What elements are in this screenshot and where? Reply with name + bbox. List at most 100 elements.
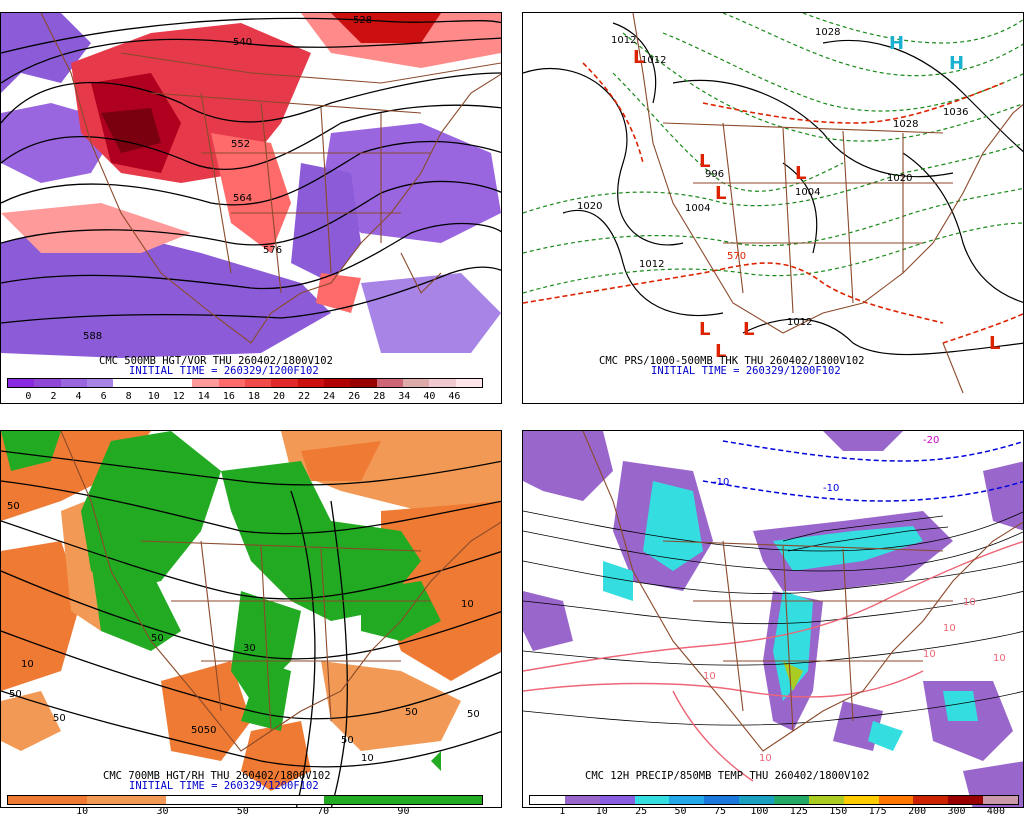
colorbar-swatch <box>739 796 775 804</box>
isobar-label-2: 1012 <box>641 55 666 66</box>
vorticity-map: 528 540 552 564 576 588 <box>1 13 501 358</box>
rh-map: 10 50 50 30 50 5050 10 50 10 50 50 50 <box>1 431 501 807</box>
colorbar-tick-label: 75 <box>713 806 727 817</box>
temp-label-1: -10 <box>713 477 729 488</box>
rh-label-1: 10 <box>21 659 34 670</box>
mslp-map: 1012 1012 1028 1036 1028 1020 1004 996 1… <box>523 13 1023 394</box>
colorbar-swatch <box>284 796 324 804</box>
colorbar-swatch <box>455 379 482 387</box>
colorbar-swatch <box>244 379 272 387</box>
contour-label-540: 540 <box>233 37 252 48</box>
temp-label-5: -10 <box>823 483 839 494</box>
low-pressure-marker: L <box>743 319 754 340</box>
colorbar-swatch <box>60 379 87 387</box>
colorbar-swatch <box>564 796 600 804</box>
isobar-label-11: 1012 <box>639 259 664 270</box>
rh-label-10: 50 <box>405 707 418 718</box>
rh-label-4: 30 <box>243 643 256 654</box>
rh-label-6: 5050 <box>191 725 216 736</box>
colorbar-swatch <box>913 796 949 804</box>
colorbar-tick-label: 10 <box>595 806 608 817</box>
panel-700mb-rh: 10 50 50 30 50 5050 10 50 10 50 50 50 CM… <box>0 430 502 808</box>
colorbar-tick-label: 25 <box>635 806 648 817</box>
temp-label-8: 10 <box>993 653 1006 664</box>
colorbar-tick-label: 12 <box>172 391 185 402</box>
colorbar-swatch <box>87 796 127 804</box>
panel-mslp-thickness: 1012 1012 1028 1036 1028 1020 1004 996 1… <box>522 12 1024 404</box>
initial-time: INITIAL TIME = 260329/1200F102 <box>651 365 841 377</box>
panel-title: CMC 12H PRECIP/850MB TEMP THU 260402/180… <box>585 770 870 782</box>
colorbar-swatch <box>139 379 166 387</box>
isobar-label-4: 1036 <box>943 107 968 118</box>
colorbar-tick-label: 6 <box>100 391 107 402</box>
vorticity-colorbar <box>7 378 483 388</box>
colorbar-swatch <box>363 796 403 804</box>
colorbar-swatch <box>403 796 443 804</box>
colorbar-swatch <box>126 796 166 804</box>
precip-map: -10 -20 10 10 -10 10 10 10 10 <box>523 431 1023 807</box>
colorbar-swatch <box>47 796 87 804</box>
colorbar-tick-label: 125 <box>789 806 808 817</box>
colorbar-tick-label: 90 <box>397 806 410 817</box>
colorbar-tick-label: 50 <box>674 806 687 817</box>
colorbar-tick-label: 10 <box>76 806 89 817</box>
high-pressure-marker: H <box>889 33 904 54</box>
colorbar-swatch <box>843 796 879 804</box>
colorbar-swatch <box>350 379 377 387</box>
low-pressure-marker: L <box>633 47 644 68</box>
colorbar-tick-label: 1 <box>559 806 566 817</box>
temp-label-2: -20 <box>923 435 939 446</box>
precip-colorbar <box>529 795 1019 805</box>
colorbar-tick-label: 400 <box>986 806 1005 817</box>
rh-label-12: 50 <box>7 501 20 512</box>
isobar-label-5: 1028 <box>893 119 918 130</box>
rh-label-11: 50 <box>467 709 480 720</box>
colorbar-tick-label: 0 <box>25 391 32 402</box>
panel-title: CMC 700MB HGT/RH THU 260402/1800V102 <box>103 770 331 782</box>
colorbar-swatch <box>808 796 844 804</box>
high-pressure-marker: H <box>949 53 964 74</box>
panel-precip-850temp: -10 -20 10 10 -10 10 10 10 10 CMC 12H PR… <box>522 430 1024 808</box>
colorbar-swatch <box>165 379 193 387</box>
colorbar-tick-label: 70 <box>317 806 330 817</box>
colorbar-swatch <box>192 379 219 387</box>
isobar-label-10: 1020 <box>577 201 602 212</box>
colorbar-swatch <box>442 796 482 804</box>
colorbar-tick-label: 40 <box>423 391 436 402</box>
rh-label-9: 10 <box>361 753 374 764</box>
colorbar-tick-label: 175 <box>868 806 887 817</box>
colorbar-swatch <box>402 379 430 387</box>
colorbar-tick-label: 100 <box>750 806 769 817</box>
colorbar-tick-label: 24 <box>323 391 336 402</box>
colorbar-tick-label: 4 <box>75 391 82 402</box>
contour-label-576: 576 <box>263 245 282 256</box>
colorbar-tick-label: 200 <box>908 806 927 817</box>
low-pressure-marker: L <box>715 341 726 362</box>
rh-label-3: 50 <box>53 713 66 724</box>
contour-label-552: 552 <box>231 139 250 150</box>
contour-label-564: 564 <box>233 193 252 204</box>
panel-title: CMC 500MB HGT/VOR THU 260402/1800V102 <box>99 355 333 367</box>
temp-label-6: 10 <box>703 671 716 682</box>
colorbar-swatch <box>704 796 740 804</box>
colorbar-swatch <box>669 796 705 804</box>
colorbar-tick-label: 300 <box>947 806 966 817</box>
colorbar-tick-label: 16 <box>222 391 235 402</box>
colorbar-swatch <box>8 796 48 804</box>
contour-label-528: 528 <box>353 15 372 26</box>
rh-colorbar-ticks-visible: 10 30 50 70 90 <box>6 806 482 818</box>
colorbar-swatch <box>774 796 809 804</box>
colorbar-swatch <box>948 796 984 804</box>
colorbar-swatch <box>323 379 351 387</box>
low-pressure-marker: L <box>715 183 726 204</box>
colorbar-tick-label: 26 <box>348 391 361 402</box>
colorbar-swatch <box>271 379 298 387</box>
colorbar-swatch <box>8 379 35 387</box>
colorbar-swatch <box>983 796 1019 804</box>
colorbar-tick-label: 28 <box>373 391 386 402</box>
colorbar-swatch <box>297 379 324 387</box>
low-pressure-marker: L <box>699 319 710 340</box>
isobar-label-8: 996 <box>705 169 724 180</box>
colorbar-swatch <box>599 796 635 804</box>
colorbar-tick-label: 14 <box>197 391 210 402</box>
